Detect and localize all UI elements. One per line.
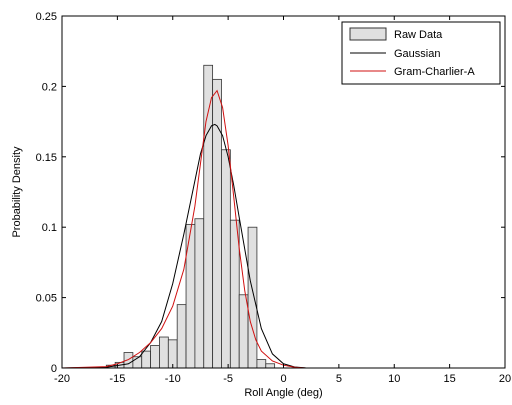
x-tick-label: 20: [499, 373, 511, 385]
y-tick-label: 0.25: [36, 11, 57, 23]
histogram-bar: [167, 339, 178, 369]
histogram-bar: [229, 219, 240, 369]
y-axis-label: Probability Density: [11, 146, 23, 238]
legend: Raw Data Gaussian Gram-Charlier-A: [341, 21, 501, 85]
legend-raw-data-label: Raw Data: [394, 29, 443, 41]
x-tick-label: 15: [444, 373, 456, 385]
legend-raw-data-patch: [349, 27, 387, 41]
x-tick-label: -10: [165, 373, 181, 385]
histogram-bar: [141, 350, 152, 369]
x-tick-label: 5: [336, 373, 342, 385]
gram-charlier-curve: [61, 89, 445, 369]
histogram-bar: [212, 78, 222, 369]
y-tick-label: 0.05: [36, 293, 57, 305]
x-tick-label: -20: [54, 373, 70, 385]
y-tick-label: 0.1: [42, 222, 57, 234]
fit-curves: [61, 89, 445, 369]
y-tick-label: 0: [51, 363, 57, 375]
x-axis-label: Roll Angle (deg): [244, 387, 322, 399]
histogram-bar: [238, 294, 249, 369]
x-tick-label: -5: [223, 373, 233, 385]
x-tick-label: 10: [388, 373, 400, 385]
x-tick-label: 0: [280, 373, 286, 385]
histogram-bar: [265, 363, 276, 369]
histogram-bar: [176, 304, 187, 369]
histogram-bar: [159, 336, 169, 369]
legend-gaussian-label: Gaussian: [394, 48, 440, 60]
x-tick-label: -15: [109, 373, 125, 385]
histogram-bar: [247, 226, 258, 369]
histogram-bars: [105, 64, 276, 369]
histogram-bar: [256, 359, 267, 369]
histogram-bar: [194, 218, 205, 369]
histogram-bar: [221, 149, 231, 369]
y-tick-label: 0.15: [36, 152, 57, 164]
histogram-bar: [185, 223, 196, 369]
y-tick-label: 0.2: [42, 81, 57, 93]
legend-gram-charlier-label: Gram-Charlier-A: [394, 66, 475, 78]
axis-ticks: -20 -15 -10 -5 0 5 10 15 20 0 0.05 0.1 0.15 0.2 0.25: [36, 11, 512, 385]
histogram-bar: [150, 345, 160, 369]
